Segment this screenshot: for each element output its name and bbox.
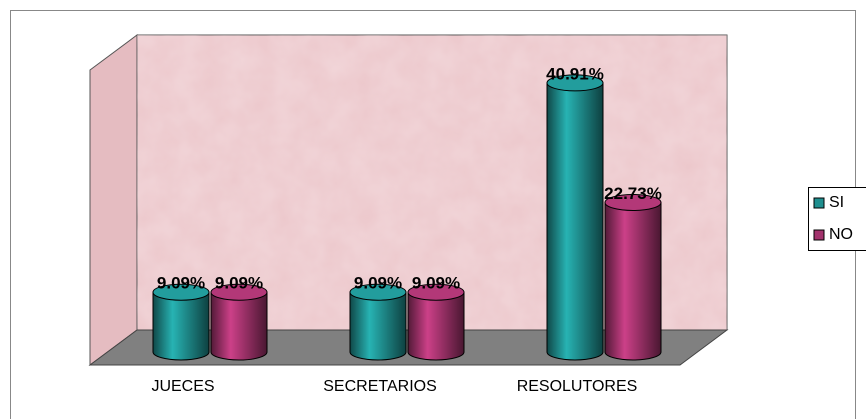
x-tick-label: JUECES (151, 378, 214, 395)
legend-swatch (813, 197, 825, 209)
value-label: 22.73% (604, 184, 662, 203)
legend-swatch (813, 229, 825, 241)
cylinder-body (210, 291, 268, 361)
cylinder-body (152, 291, 210, 361)
cylinder-body (604, 201, 662, 361)
x-tick-label: SECRETARIOS (323, 378, 437, 395)
value-label: 40.91% (546, 64, 604, 83)
side-wall (89, 34, 138, 366)
cylinder-top (349, 283, 407, 301)
cylinder-body (546, 82, 604, 361)
legend-label: SI (829, 194, 844, 211)
cylinder-body (349, 291, 407, 361)
cylinder-top (407, 283, 465, 301)
value-label: 9.09% (412, 274, 460, 293)
x-tick-label: RESOLUTORES (517, 378, 638, 395)
cylinder-top (546, 74, 604, 92)
legend-label: NO (829, 226, 853, 243)
value-label: 9.09% (354, 274, 402, 293)
cylinder-top (604, 193, 662, 211)
value-label: 9.09% (215, 274, 263, 293)
cylinder-top (210, 283, 268, 301)
cylinder-top (152, 283, 210, 301)
value-label: 9.09% (157, 274, 205, 293)
cylinder-body (407, 291, 465, 361)
